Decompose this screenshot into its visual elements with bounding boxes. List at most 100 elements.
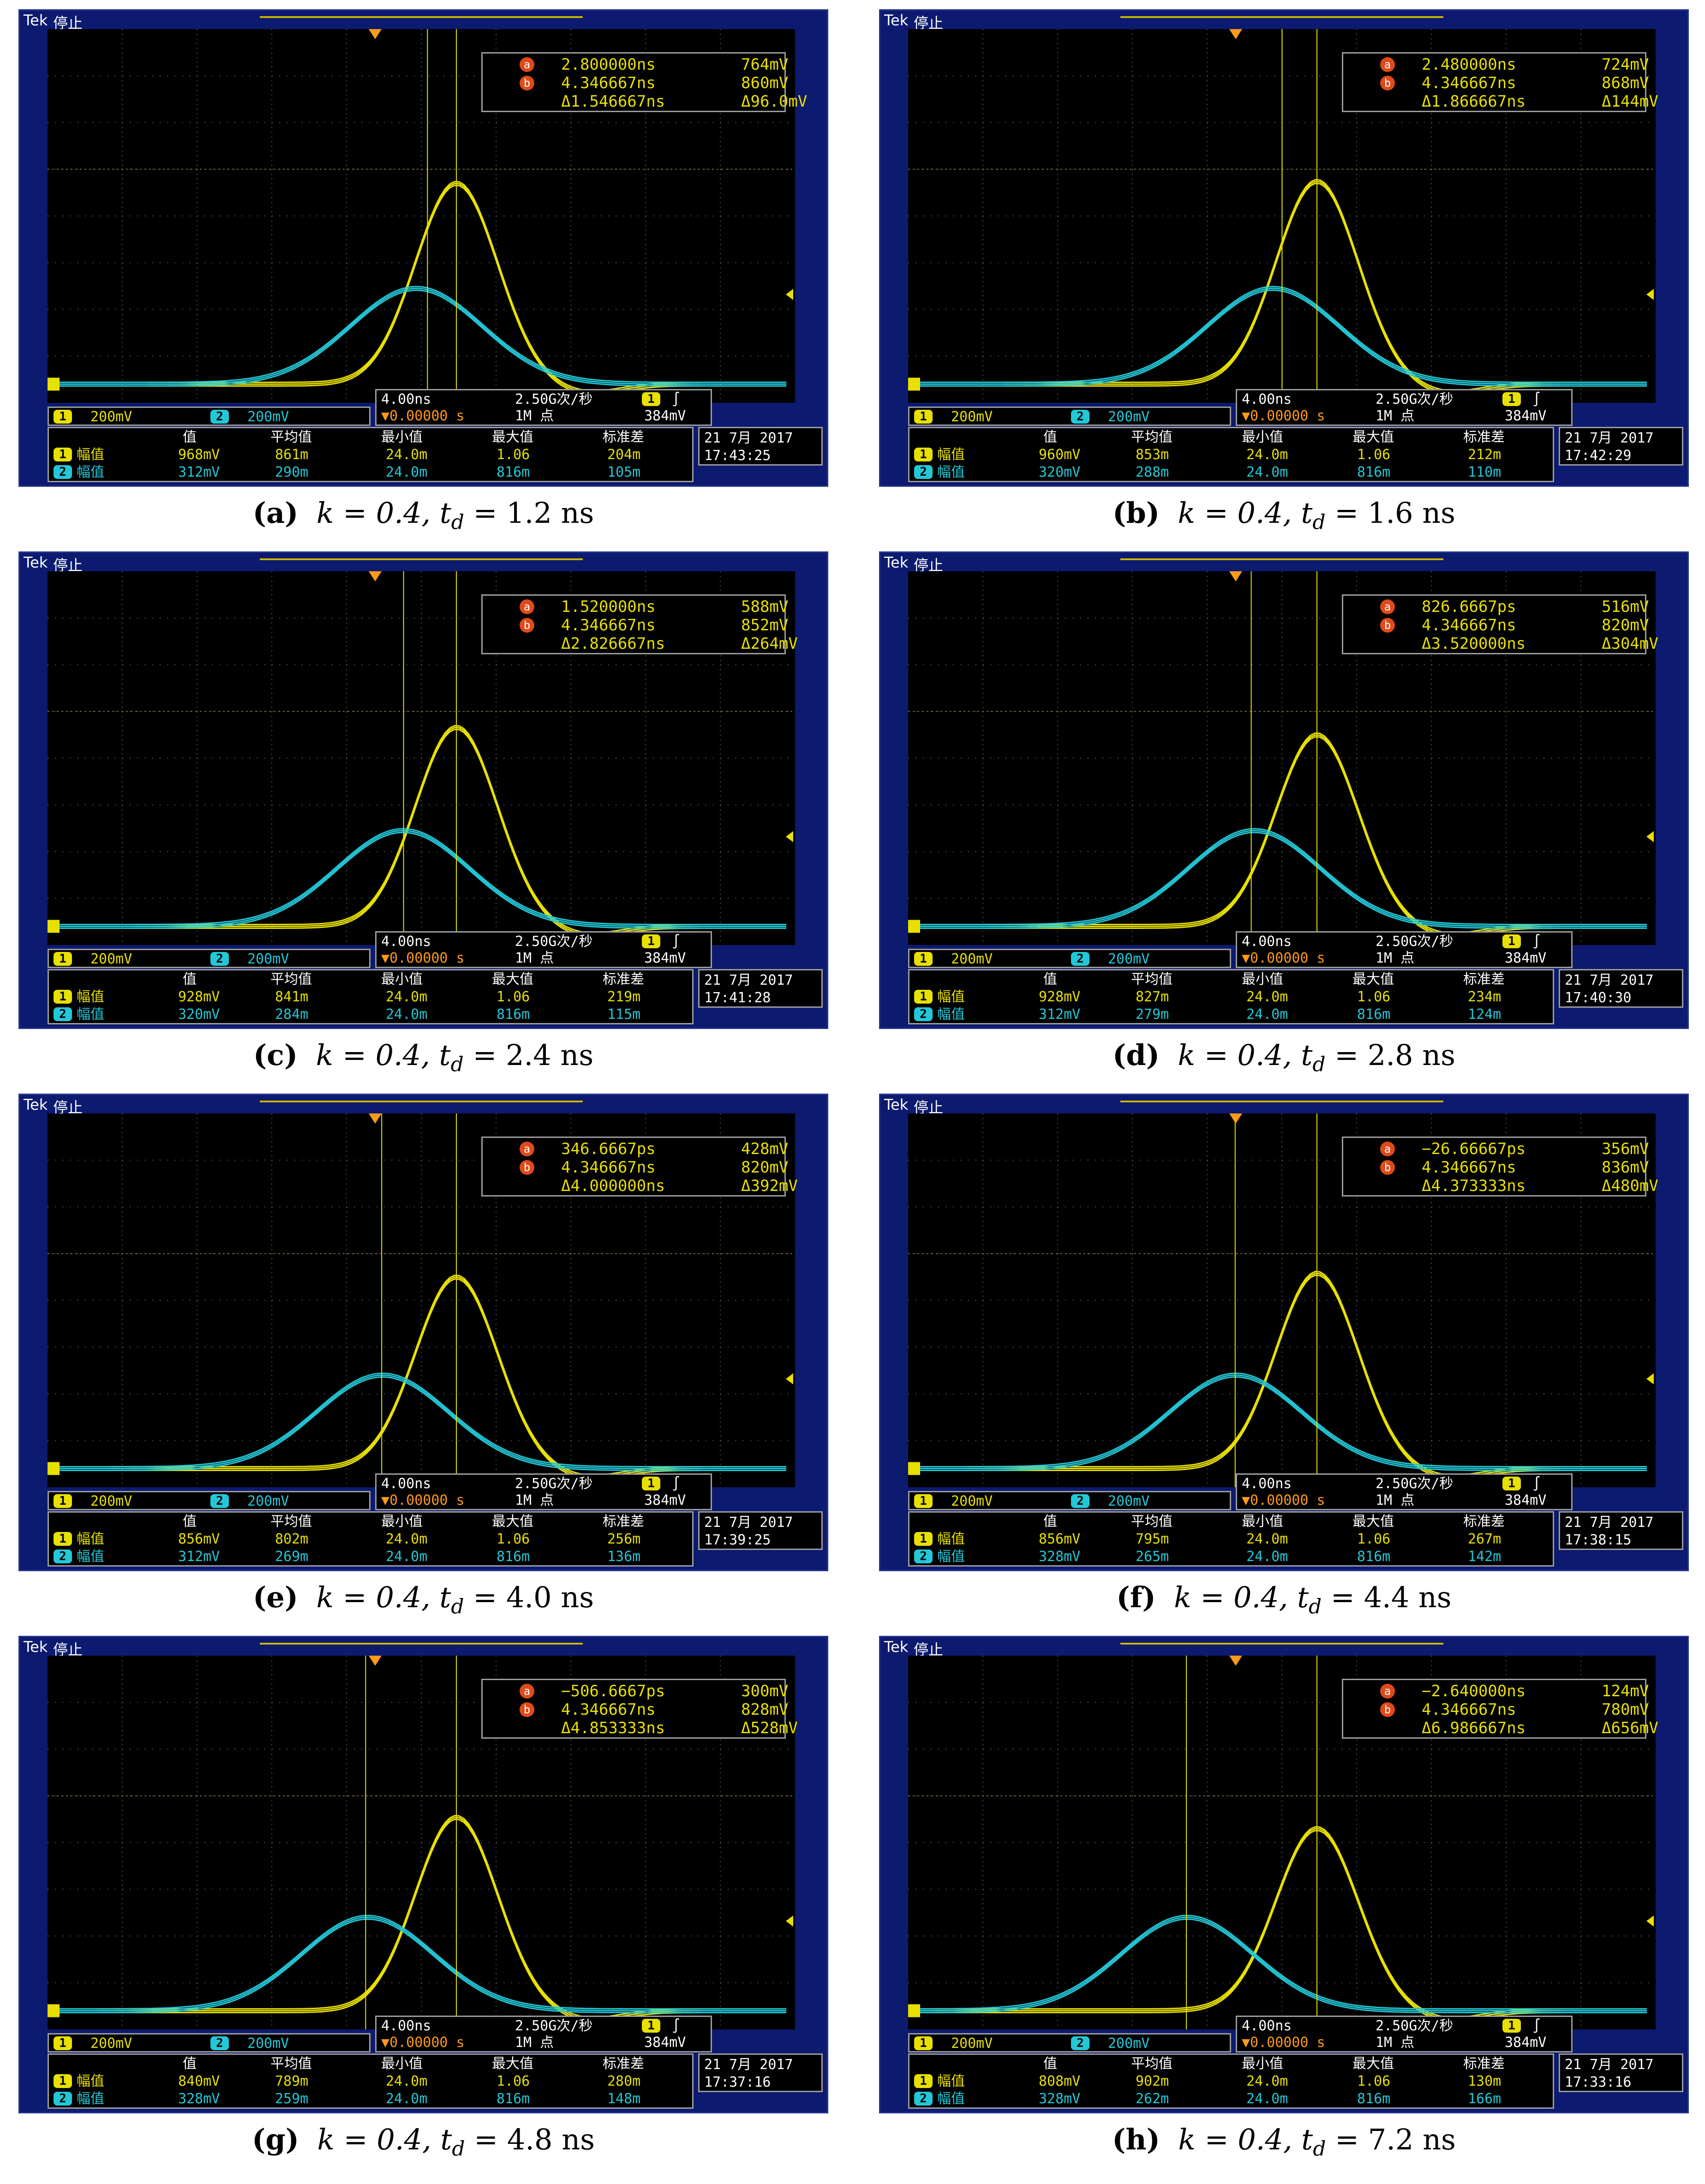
grid-dot xyxy=(1132,57,1133,58)
grid-dot xyxy=(1356,113,1357,114)
grid-dot xyxy=(982,347,983,348)
grid-dot xyxy=(1207,861,1208,862)
channel-scale-box[interactable]: 1 200mV 2 200mV xyxy=(48,949,371,968)
grid-dot xyxy=(1207,814,1208,815)
grid-dot xyxy=(645,197,646,198)
grid-dot xyxy=(451,262,452,263)
grid-dot xyxy=(750,262,751,263)
grid-dot xyxy=(443,898,445,899)
grid-dot xyxy=(421,234,422,236)
grid-dot xyxy=(271,48,272,49)
grid-dot xyxy=(271,763,272,764)
grid-dot xyxy=(271,314,272,315)
grid-dot xyxy=(271,809,272,811)
channel-scale-box[interactable]: 1 200mV 2 200mV xyxy=(48,407,371,426)
channel-scale-box[interactable]: 1 200mV 2 200mV xyxy=(908,407,1231,426)
grid-dot xyxy=(122,646,123,647)
grid-dot xyxy=(1259,262,1261,263)
grid-dot xyxy=(399,758,400,759)
grid-dot xyxy=(570,889,571,890)
grid-dot xyxy=(421,160,422,161)
cursor-delta-time: Δ1.866667ns xyxy=(1422,92,1526,111)
grid-dot xyxy=(443,758,445,759)
grid-dot xyxy=(1057,286,1058,287)
grid-dot xyxy=(227,617,228,619)
grid-dot xyxy=(772,355,774,357)
grid-dot xyxy=(1057,636,1058,638)
grid-dot xyxy=(1633,355,1634,357)
grid-dot xyxy=(496,688,497,689)
grid-dot xyxy=(1580,248,1581,250)
grid-dot xyxy=(122,660,123,661)
grid-dot xyxy=(1199,355,1201,357)
grid-dot xyxy=(1327,309,1328,310)
grid-dot xyxy=(1207,94,1208,96)
grid-dot xyxy=(122,160,123,161)
grid-dot xyxy=(570,730,571,731)
grid-dot xyxy=(167,309,168,310)
panel-caption: (a) k = 0.4, td = 1.2 ns xyxy=(18,496,828,534)
grid-dot xyxy=(271,655,272,657)
horizontal-trigger-box[interactable]: 4.00ns ▼0.00000 s 2.50G次/秒 1M 点 1 ∫ 384m… xyxy=(375,931,712,968)
ch1-ground-marker-icon xyxy=(908,377,920,391)
grid-dot xyxy=(638,898,639,899)
grid-dot xyxy=(600,711,602,712)
grid-dot xyxy=(227,355,228,357)
grid-dot xyxy=(271,248,272,250)
grid-dot xyxy=(570,870,571,871)
grid-dot xyxy=(1132,300,1133,301)
grid-dot xyxy=(1087,355,1089,357)
grid-dot xyxy=(645,847,646,848)
grid-dot xyxy=(720,389,721,390)
grid-dot xyxy=(1207,917,1208,918)
grid-dot xyxy=(1543,215,1544,216)
cursor-b-row: b 4.346667ns 852mV xyxy=(483,616,788,634)
grid-dot xyxy=(122,617,123,619)
grid-dot xyxy=(638,664,639,665)
grid-dot xyxy=(496,244,497,245)
grid-dot xyxy=(720,360,721,362)
grid-dot xyxy=(570,118,571,119)
grid-dot xyxy=(1580,318,1581,320)
grid-dot xyxy=(720,342,721,343)
grid-dot xyxy=(570,281,571,282)
grid-dot xyxy=(720,706,721,708)
grid-dot xyxy=(1057,790,1058,792)
grid-dot xyxy=(1214,168,1216,170)
grid-dot xyxy=(570,375,571,376)
grid-dot xyxy=(1281,777,1282,778)
grid-dot xyxy=(1626,215,1627,216)
horizontal-trigger-box[interactable]: 4.00ns ▼0.00000 s 2.50G次/秒 1M 点 1 ∫ 384m… xyxy=(375,389,712,426)
meas1-max: 1.06 xyxy=(497,447,530,463)
grid-dot xyxy=(1356,230,1357,231)
grid-dot xyxy=(982,585,983,586)
grid-dot xyxy=(1207,71,1208,72)
grid-dot xyxy=(384,758,385,759)
grid-dot xyxy=(982,206,983,208)
grid-dot xyxy=(1618,215,1619,216)
grid-dot xyxy=(1566,215,1567,216)
grid-dot xyxy=(570,150,571,152)
grid-dot xyxy=(219,355,221,357)
grid-dot xyxy=(271,819,272,820)
grid-dot xyxy=(55,804,56,806)
grid-dot xyxy=(152,262,153,263)
grid-dot xyxy=(1580,34,1581,35)
grid-dot xyxy=(399,898,400,899)
grid-dot xyxy=(735,851,736,852)
sample-rate: 2.50G次/秒 xyxy=(515,933,593,950)
grid-dot xyxy=(720,295,721,297)
grid-dot xyxy=(1214,75,1216,77)
grid-dot xyxy=(982,688,983,689)
grid-dot xyxy=(593,355,594,357)
grid-dot xyxy=(384,898,385,899)
grid-dot xyxy=(712,851,714,852)
grid-dot xyxy=(219,122,221,123)
grid-dot xyxy=(945,122,946,123)
grid-dot xyxy=(742,898,744,899)
horizontal-trigger-box[interactable]: 4.00ns ▼0.00000 s 2.50G次/秒 1M 点 1 ∫ 384m… xyxy=(1236,389,1573,426)
grid-dot xyxy=(1356,300,1357,301)
grid-dot xyxy=(982,239,983,240)
grid-dot xyxy=(645,814,646,815)
grid-dot xyxy=(122,108,123,110)
